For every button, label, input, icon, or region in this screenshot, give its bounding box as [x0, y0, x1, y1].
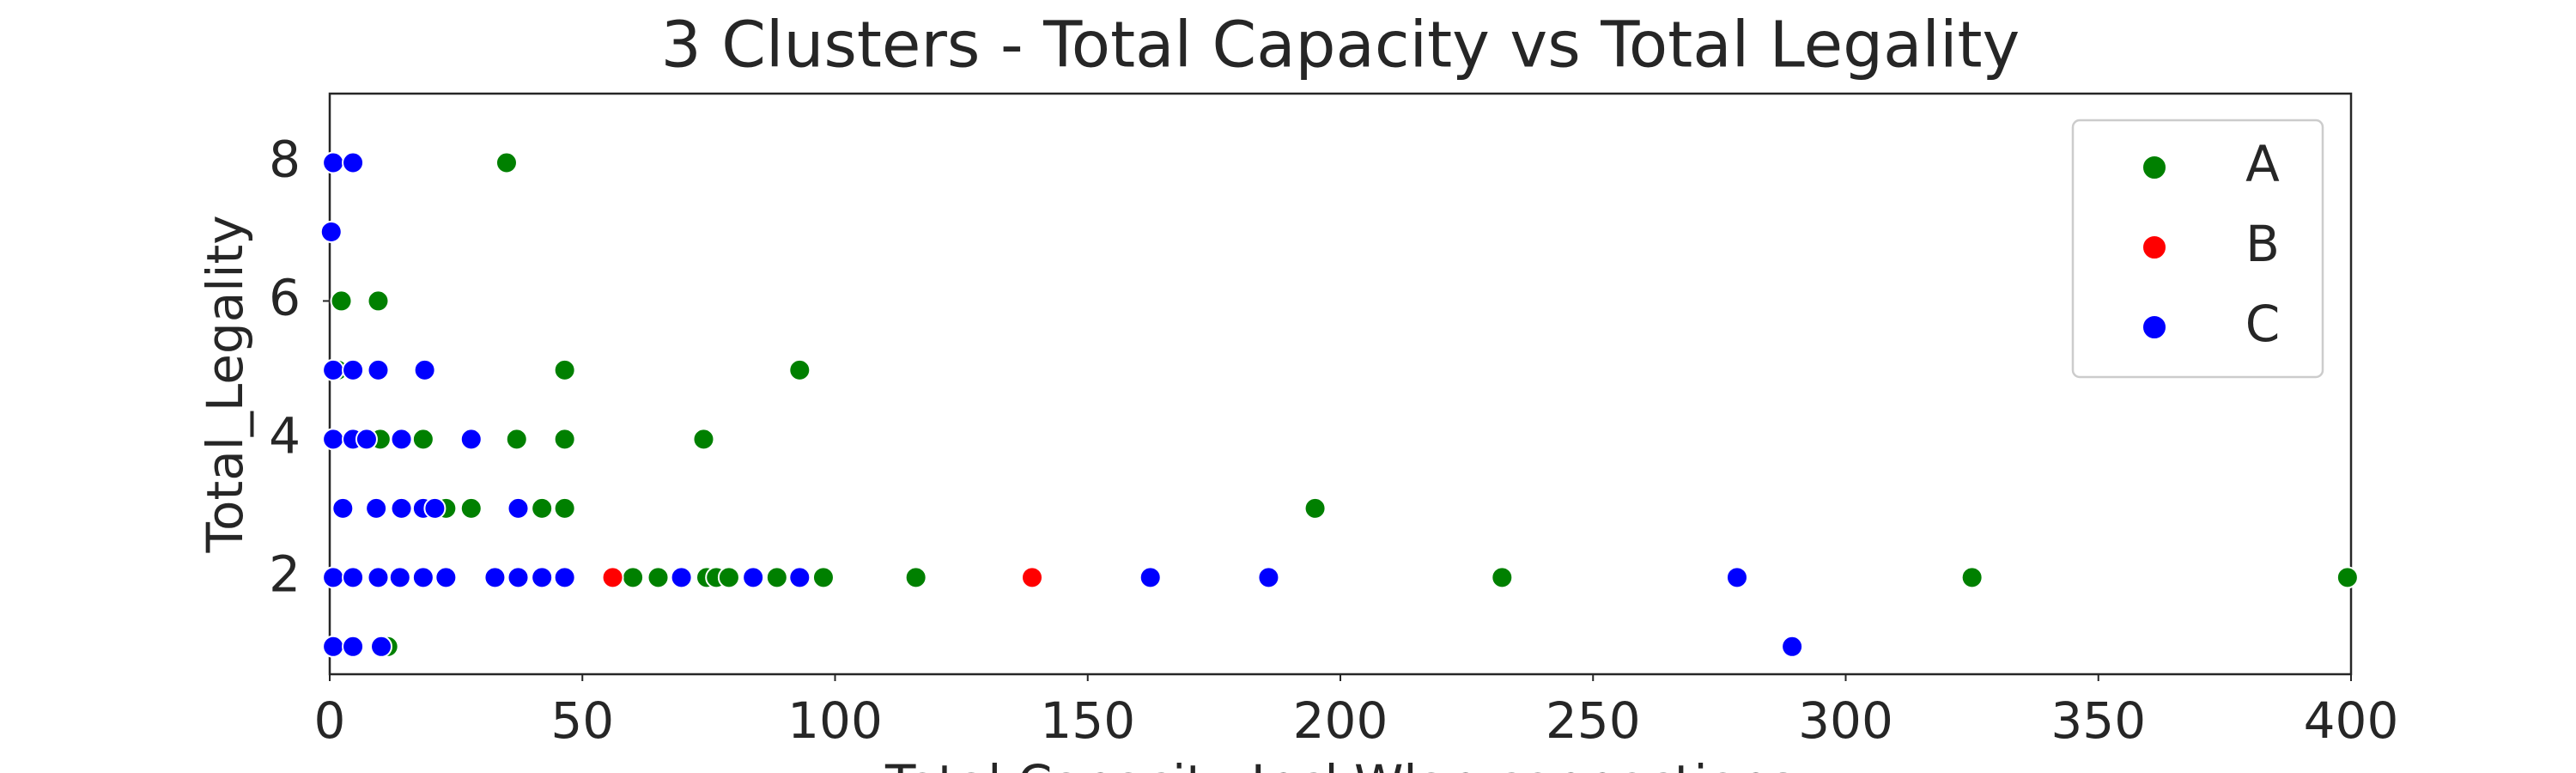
legend-box	[2071, 119, 2324, 379]
point	[742, 566, 765, 589]
legend-label: B	[2245, 215, 2280, 273]
point	[411, 428, 434, 451]
point	[342, 151, 365, 174]
point	[1491, 566, 1514, 589]
point	[904, 566, 927, 589]
point	[1021, 566, 1044, 589]
point	[507, 496, 530, 520]
point	[367, 566, 390, 589]
point	[483, 566, 507, 589]
point	[355, 428, 378, 451]
point	[388, 566, 411, 589]
point	[390, 428, 413, 451]
point	[1257, 566, 1280, 589]
point	[495, 151, 518, 174]
point	[411, 566, 434, 589]
x-tick-label: 350	[2050, 691, 2146, 750]
point	[342, 566, 365, 589]
point	[553, 428, 576, 451]
legend-label: C	[2245, 295, 2281, 353]
point	[622, 566, 645, 589]
point	[1960, 566, 1984, 589]
point	[531, 496, 554, 520]
x-tick-label: 400	[2304, 691, 2399, 750]
point	[331, 496, 355, 520]
point	[2336, 566, 2359, 589]
point	[553, 358, 576, 381]
point	[647, 566, 670, 589]
plot-frame	[328, 92, 2353, 676]
point	[788, 566, 811, 589]
point	[367, 289, 390, 313]
legend-marker	[2142, 314, 2167, 340]
point	[553, 566, 576, 589]
point	[788, 358, 811, 381]
point	[459, 428, 483, 451]
y-tick-label: 2	[269, 545, 301, 603]
x-tick-label: 250	[1546, 691, 1641, 750]
x-tick-label: 200	[1293, 691, 1388, 750]
point	[692, 428, 715, 451]
x-tick-label: 150	[1040, 691, 1135, 750]
point	[1139, 566, 1162, 589]
point	[390, 496, 413, 520]
y-axis-label: Total_Legality	[196, 215, 254, 553]
point	[322, 428, 345, 451]
point	[365, 496, 388, 520]
legend-label: A	[2245, 135, 2280, 193]
point	[505, 428, 528, 451]
point	[765, 566, 788, 589]
point	[319, 220, 343, 243]
point	[717, 566, 740, 589]
point	[322, 151, 345, 174]
point	[811, 566, 835, 589]
point	[413, 358, 436, 381]
point	[342, 358, 365, 381]
point	[370, 635, 393, 658]
point	[553, 496, 576, 520]
point	[330, 289, 353, 313]
point	[423, 496, 447, 520]
point	[342, 635, 365, 658]
y-tick-label: 6	[269, 269, 301, 327]
point	[434, 566, 458, 589]
y-tick-label: 4	[269, 406, 301, 465]
point	[531, 566, 554, 589]
point	[1781, 635, 1804, 658]
x-tick-label: 100	[787, 691, 883, 750]
point	[322, 635, 345, 658]
y-tick-label: 8	[269, 131, 301, 189]
legend-marker	[2142, 234, 2167, 260]
x-tick-label: 50	[550, 691, 614, 750]
point	[322, 358, 345, 381]
chart-title: 3 Clusters - Total Capacity vs Total Leg…	[661, 9, 2020, 82]
x-axis-label: Total Capacity Incl Wlan connections	[884, 754, 1795, 773]
point	[601, 566, 624, 589]
point	[670, 566, 693, 589]
legend-marker	[2142, 155, 2167, 180]
x-tick-label: 300	[1798, 691, 1893, 750]
point	[459, 496, 483, 520]
point	[322, 566, 345, 589]
x-tick-label: 0	[314, 691, 346, 750]
point	[1725, 566, 1748, 589]
point	[507, 566, 530, 589]
point	[367, 358, 390, 381]
point	[1303, 496, 1327, 520]
